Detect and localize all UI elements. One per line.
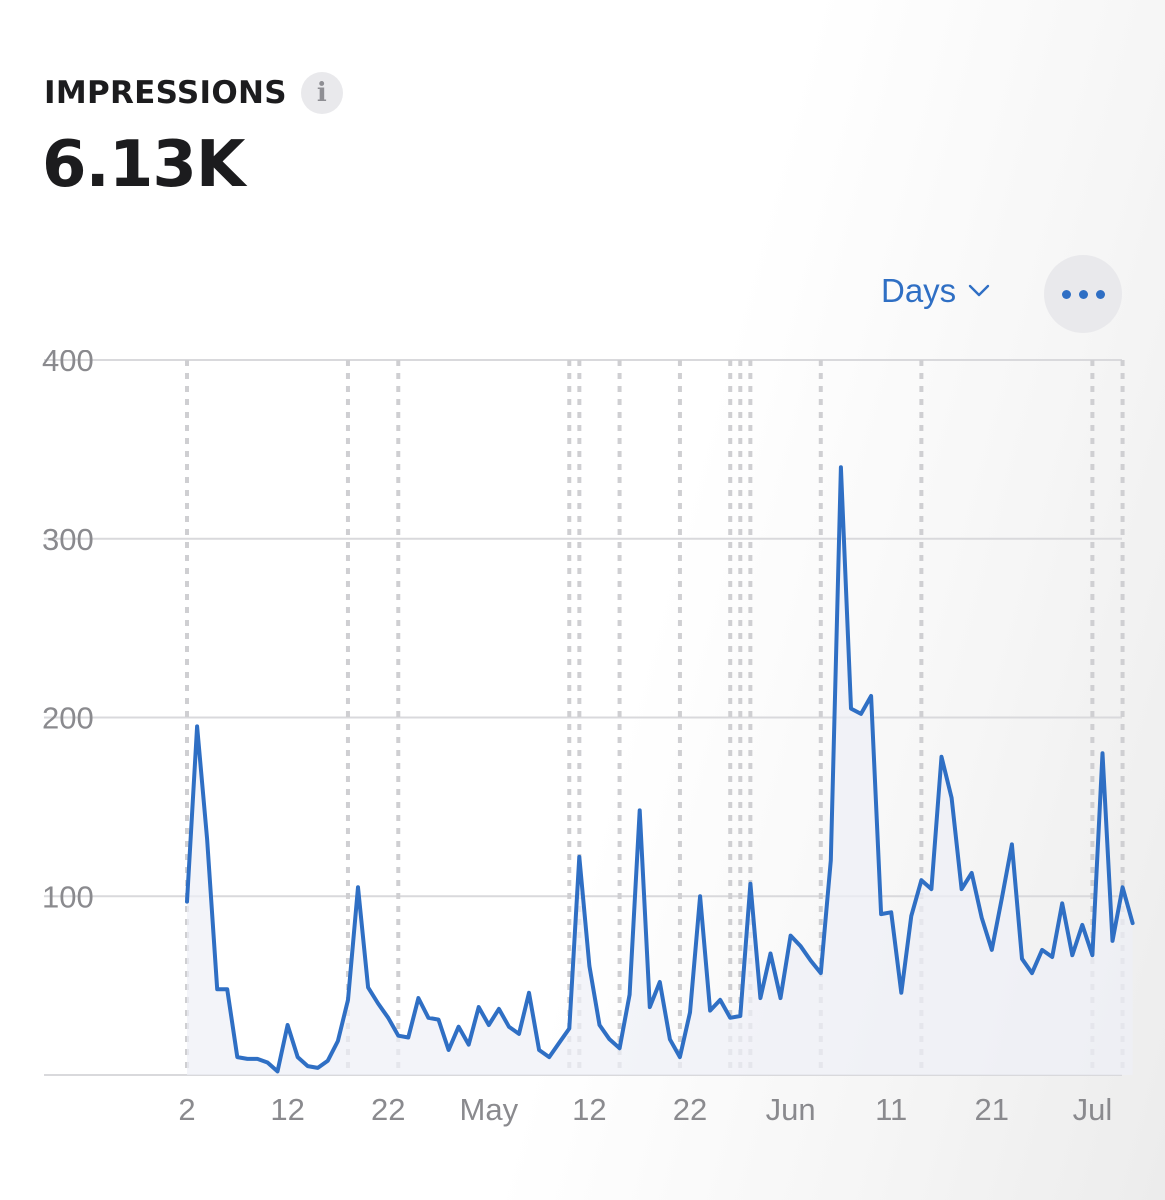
x-tick-label: 12 xyxy=(270,1092,304,1127)
y-tick-label: 300 xyxy=(42,522,94,557)
x-tick-label: 2 xyxy=(178,1092,195,1127)
y-tick-label: 100 xyxy=(42,879,94,914)
x-tick-label: 22 xyxy=(673,1092,707,1127)
period-label: Days xyxy=(881,272,957,309)
chevron-down-icon xyxy=(968,284,990,297)
x-tick-label: Jun xyxy=(766,1092,816,1127)
x-tick-label: 12 xyxy=(572,1092,606,1127)
x-tick-label: May xyxy=(460,1092,519,1127)
metric-header: IMPRESSIONS i xyxy=(44,72,343,114)
x-tick-label: 22 xyxy=(371,1092,405,1127)
metric-title: IMPRESSIONS xyxy=(44,75,287,111)
impressions-chart: 100 200 300 400 2 12 22 May 12 22 Jun 11 21 Jul xyxy=(42,350,1135,1127)
x-tick-label: Jul xyxy=(1073,1092,1113,1127)
more-horizontal-icon xyxy=(1061,289,1071,299)
y-tick-label: 200 xyxy=(42,701,94,736)
period-selector[interactable]: Days xyxy=(881,272,990,310)
x-tick-label: 11 xyxy=(875,1092,907,1127)
more-button[interactable] xyxy=(1044,255,1122,333)
metric-total: 6.13K xyxy=(42,128,245,202)
y-tick-label: 400 xyxy=(42,350,94,378)
x-tick-label: 21 xyxy=(975,1092,1009,1127)
info-icon[interactable]: i xyxy=(300,72,343,114)
